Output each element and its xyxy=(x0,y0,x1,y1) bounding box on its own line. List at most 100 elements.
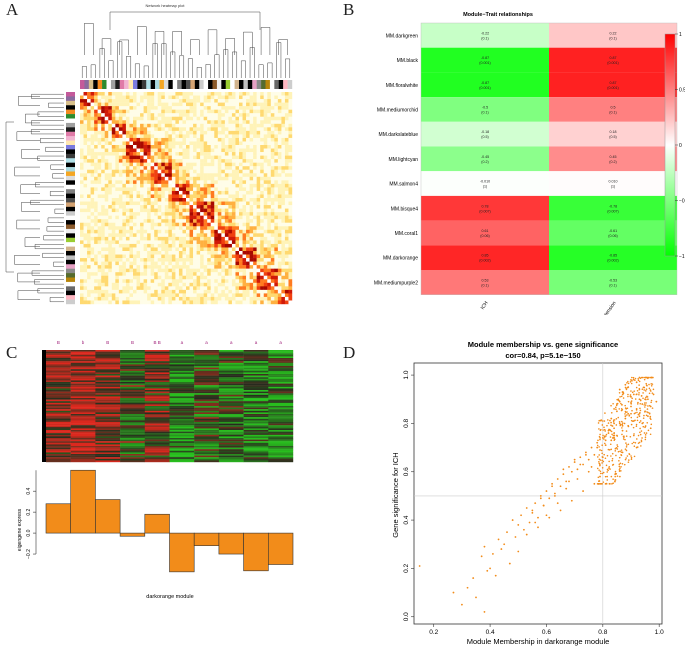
heatmap-cell xyxy=(196,145,201,149)
scatter-point xyxy=(568,480,570,483)
expression-cell xyxy=(95,414,121,416)
heatmap-cell xyxy=(281,134,286,139)
heatmap-cell xyxy=(115,95,120,100)
heatmap-cell xyxy=(239,145,243,149)
heatmap-cell xyxy=(214,198,218,202)
heatmap-cell xyxy=(111,272,116,276)
heatmap-cell xyxy=(224,268,229,273)
eigengene-ylabel: eigengene express xyxy=(17,508,23,551)
scatter-point xyxy=(635,425,638,428)
heatmap-cell xyxy=(214,176,218,181)
heatmap-cell xyxy=(171,137,176,142)
heatmap-cell xyxy=(133,109,137,114)
module-trait-cell xyxy=(421,270,549,295)
heatmap-cell xyxy=(147,219,151,223)
heatmap-cell xyxy=(249,258,254,262)
heatmap-cell xyxy=(288,166,293,170)
scatter-point xyxy=(618,422,621,425)
heatmap-cell xyxy=(175,275,180,280)
expression-cell xyxy=(194,407,220,410)
heatmap-cell xyxy=(80,275,84,280)
heatmap-cell xyxy=(182,95,187,100)
heatmap-cell xyxy=(150,120,155,124)
heatmap-cell xyxy=(274,141,279,146)
heatmap-cell xyxy=(111,222,116,227)
scatter-point xyxy=(598,454,600,456)
expression-cell xyxy=(120,426,145,429)
expression-cell xyxy=(194,401,220,403)
heatmap-cell xyxy=(246,243,250,248)
heatmap-cell xyxy=(90,208,95,213)
heatmap-cell xyxy=(186,282,190,287)
expression-cell xyxy=(144,394,170,397)
expression-cell xyxy=(243,383,269,386)
heatmap-cell xyxy=(203,173,208,177)
heatmap-cell xyxy=(242,92,247,96)
heatmap-cell xyxy=(249,109,254,114)
trait-column-label: ICH xyxy=(480,300,490,311)
expression-cell xyxy=(120,398,145,400)
heatmap-cell xyxy=(94,183,98,188)
expression-cell xyxy=(218,436,244,439)
heatmap-cell xyxy=(104,155,109,160)
heatmap-cell xyxy=(182,282,187,287)
heatmap-cell xyxy=(175,296,180,301)
heatmap-cell xyxy=(157,219,162,223)
heatmap-cell xyxy=(267,141,271,146)
heatmap-cell xyxy=(182,222,187,227)
expression-cell xyxy=(144,388,170,391)
heatmap-cell xyxy=(210,261,215,266)
heatmap-cell xyxy=(256,229,261,234)
heatmap-cell xyxy=(175,226,180,230)
scatter-point xyxy=(585,453,587,456)
expression-cell xyxy=(70,380,96,383)
heatmap-cell xyxy=(260,155,264,160)
heatmap-cell xyxy=(284,215,289,220)
heatmap-cell xyxy=(101,95,105,100)
heatmap-cell xyxy=(133,116,137,121)
heatmap-cell xyxy=(270,208,275,213)
expression-cell xyxy=(120,378,145,381)
heatmap-cell xyxy=(186,272,190,276)
heatmap-cell xyxy=(256,102,261,107)
heatmap-cell xyxy=(200,240,204,245)
heatmap-cell xyxy=(97,141,102,146)
heatmap-cell xyxy=(111,120,116,124)
heatmap-cell xyxy=(161,300,165,305)
heatmap-cell xyxy=(270,236,275,241)
heatmap-cell xyxy=(122,258,127,262)
expression-cell xyxy=(218,442,244,445)
expression-cell xyxy=(120,457,145,459)
heatmap-cell xyxy=(196,109,201,114)
heatmap-cell xyxy=(108,208,112,213)
heatmap-cell xyxy=(154,289,158,294)
expression-cell xyxy=(218,399,244,402)
heatmap-cell xyxy=(246,123,250,128)
expression-cell xyxy=(218,438,244,440)
expression-cell xyxy=(144,426,170,429)
heatmap-cell xyxy=(157,95,162,100)
heatmap-cell xyxy=(249,183,254,188)
heatmap-cell xyxy=(270,106,275,110)
heatmap-cell xyxy=(231,251,236,255)
heatmap-cell xyxy=(281,141,286,146)
heatmap-cell xyxy=(154,226,158,230)
expression-cell xyxy=(144,414,170,416)
heatmap-cell xyxy=(122,145,127,149)
heatmap-cell xyxy=(203,208,208,213)
heatmap-cell xyxy=(193,268,197,273)
heatmap-cell xyxy=(87,162,91,167)
heatmap-cell xyxy=(242,201,247,206)
heatmap-cell xyxy=(161,159,165,163)
heatmap-cell xyxy=(87,180,91,185)
scatter-point xyxy=(634,419,636,422)
heatmap-cell xyxy=(101,293,105,298)
heatmap-cell xyxy=(150,145,155,149)
heatmap-cell xyxy=(277,190,282,195)
scatter-point xyxy=(647,398,649,401)
dendrogram-branch xyxy=(47,217,64,223)
expression-cell xyxy=(243,401,269,403)
heatmap-cell xyxy=(101,113,105,117)
heatmap-cell xyxy=(239,116,243,121)
heatmap-cell xyxy=(260,198,264,202)
